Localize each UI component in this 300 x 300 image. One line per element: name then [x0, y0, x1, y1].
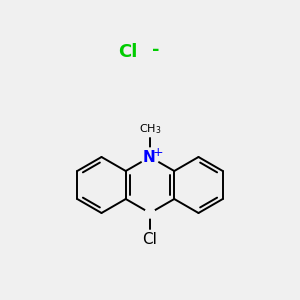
Text: +: +: [153, 146, 163, 158]
Circle shape: [141, 148, 159, 166]
Text: CH$_3$: CH$_3$: [139, 122, 161, 136]
Text: Cl: Cl: [118, 43, 137, 61]
Text: Cl: Cl: [142, 232, 158, 247]
Circle shape: [145, 208, 155, 218]
Text: N: N: [142, 151, 155, 166]
Text: -: -: [152, 41, 160, 59]
